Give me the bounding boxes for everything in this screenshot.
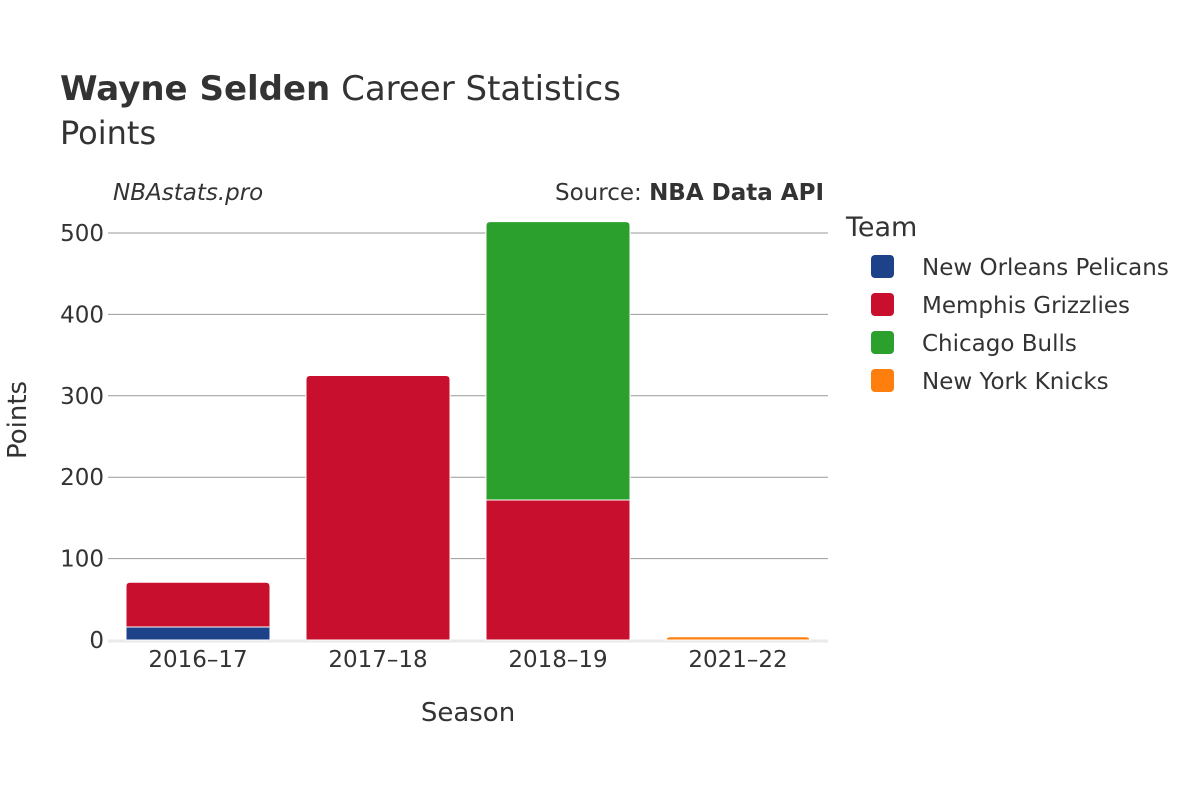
y-tick-label: 500	[60, 221, 104, 247]
x-tick-label: 2016–17	[148, 647, 247, 673]
y-tick-label: 300	[60, 384, 104, 410]
gridlines	[108, 232, 828, 643]
legend-swatch	[871, 331, 894, 354]
legend-label: Chicago Bulls	[922, 331, 1077, 357]
bar-new-york-knicks-2021–22	[665, 636, 811, 641]
y-axis-title: Points	[3, 381, 33, 459]
y-tick-label: 0	[89, 628, 104, 654]
source-prefix: Source:	[555, 180, 649, 206]
watermark: NBAstats.pro	[113, 180, 263, 206]
bar-chicago-bulls-2018–19	[485, 221, 631, 501]
x-tick-label: 2021–22	[688, 647, 787, 673]
y-tick-label: 400	[60, 302, 104, 328]
legend-label: New Orleans Pelicans	[922, 255, 1169, 281]
legend-label: New York Knicks	[922, 369, 1109, 395]
chart-title-bold: Wayne Selden	[60, 69, 330, 109]
source-label: Source: NBA Data API	[555, 180, 824, 206]
x-tick-label: 2017–18	[328, 647, 427, 673]
legend: New Orleans Pelicans Memphis Grizzlies Chi…	[871, 255, 1169, 395]
y-tick-label: 200	[60, 465, 104, 491]
legend-label: Memphis Grizzlies	[922, 293, 1130, 319]
chart-title: Wayne Selden Career Statistics	[60, 69, 621, 109]
legend-swatch	[871, 255, 894, 278]
legend-swatch	[871, 293, 894, 316]
chart-title-rest: Career Statistics	[330, 69, 621, 109]
bars	[125, 221, 811, 641]
legend-title: Team	[845, 212, 917, 243]
source-name: NBA Data API	[649, 180, 824, 206]
legend-swatch	[871, 369, 894, 392]
x-axis-title: Season	[421, 698, 515, 728]
y-axis: 0 100 200 300 400 500	[60, 221, 104, 654]
bar-memphis-grizzlies-2016–17	[125, 581, 271, 628]
bar-memphis-grizzlies-2018–19	[485, 499, 631, 641]
x-axis: 2016–17 2017–18 2018–19 2021–22	[148, 647, 787, 673]
y-tick-label: 100	[60, 547, 104, 573]
bar-memphis-grizzlies-2017–18	[305, 374, 451, 641]
chart-subtitle: Points	[60, 114, 156, 152]
x-tick-label: 2018–19	[508, 647, 607, 673]
bar-new-orleans-pelicans-2016–17	[125, 626, 271, 641]
